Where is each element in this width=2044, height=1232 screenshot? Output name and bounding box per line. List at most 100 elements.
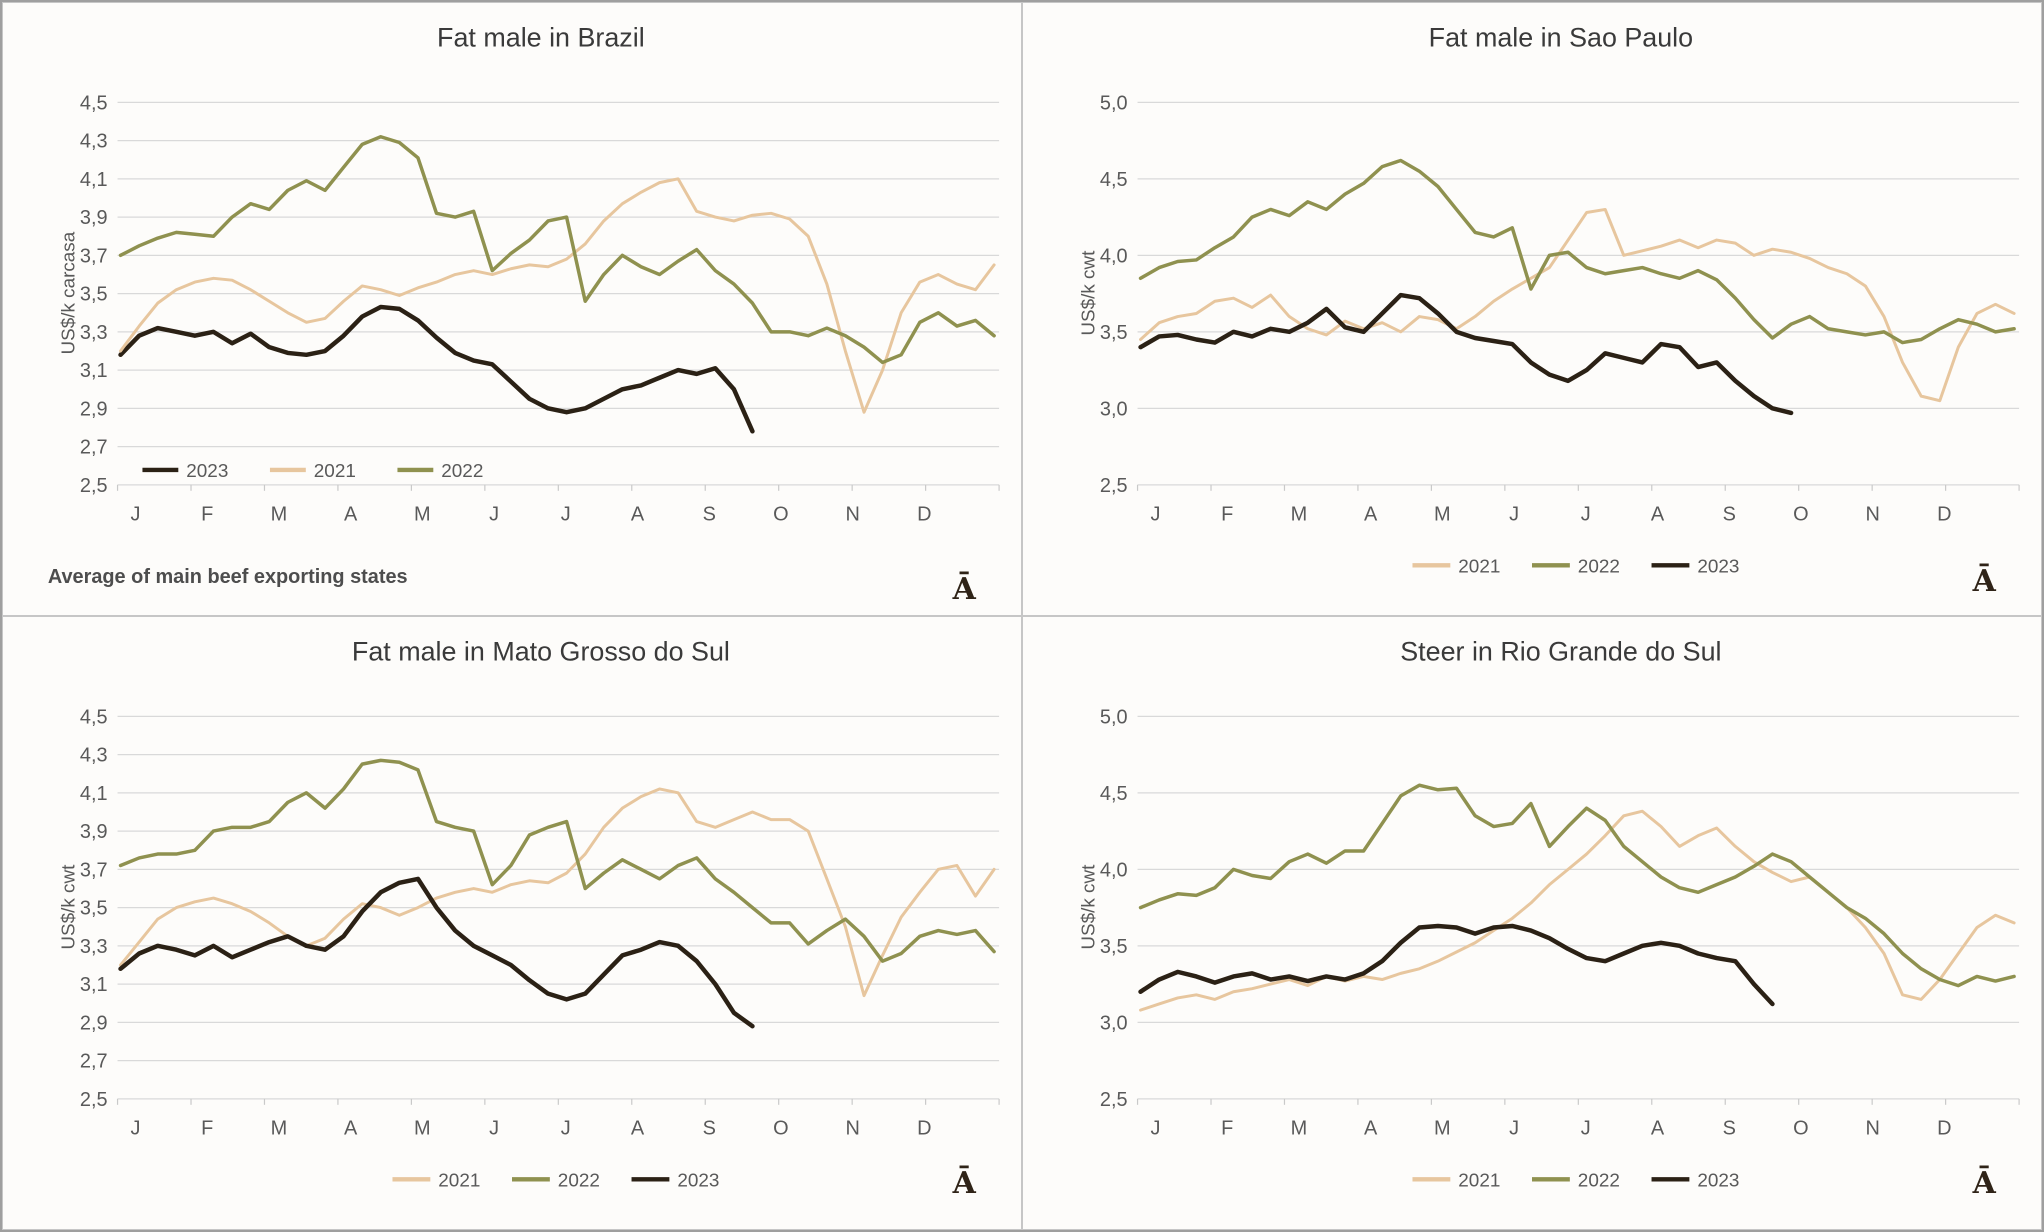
y-tick-label: 3,7: [80, 245, 108, 267]
y-tick-label: 4,5: [80, 706, 108, 728]
logo-mark: Ā: [1972, 1165, 1997, 1201]
y-tick-label: 3,1: [80, 360, 108, 382]
legend-label-2022: 2022: [558, 1170, 600, 1191]
legend-label-2023: 2023: [1697, 1170, 1739, 1191]
y-tick-label: 4,5: [1100, 783, 1128, 805]
x-tick-label: A: [1364, 1118, 1378, 1140]
x-tick-label: J: [1151, 504, 1161, 526]
series-line-2023: [1138, 923, 1775, 1007]
x-tick-label: M: [1291, 504, 1308, 526]
chart-note: Average of main beef exporting states: [48, 566, 408, 588]
y-tick-label: 2,7: [80, 437, 108, 459]
x-tick-label: F: [1221, 504, 1233, 526]
legend-label-2023: 2023: [186, 461, 228, 482]
series-line-2022: [1138, 783, 2016, 988]
y-tick-label: 4,3: [80, 131, 108, 153]
x-tick-label: M: [1434, 504, 1451, 526]
chart-panel-sao-paulo: Fat male in Sao Paulo 5,0 4,5 4,0 3,5 3,0 2,5 J…: [1022, 2, 2042, 616]
x-tick-label: N: [1865, 504, 1879, 526]
series-line-2021: [1139, 809, 2016, 1012]
x-tick-label: S: [703, 1118, 716, 1140]
x-tick-label: S: [1723, 504, 1736, 526]
x-tick-label: S: [1723, 1118, 1736, 1140]
x-tick-label: J: [131, 1118, 141, 1140]
x-tick-label: O: [1793, 504, 1808, 526]
x-tick-label: J: [1581, 1118, 1591, 1140]
series-line-2023: [118, 304, 755, 434]
y-axis-label: US$/k cwt: [1079, 864, 1100, 950]
x-tick-label: M: [1434, 1118, 1451, 1140]
chart-title: Fat male in Brazil: [437, 23, 645, 53]
x-tick-label: O: [1793, 1118, 1808, 1140]
y-tick-label: 3,9: [80, 821, 108, 843]
x-tick-label: A: [1651, 1118, 1665, 1140]
y-tick-label: 4,0: [1100, 859, 1128, 881]
y-tick-label: 4,3: [80, 745, 108, 767]
x-tick-label: O: [773, 504, 788, 526]
chart-title: Fat male in Sao Paulo: [1429, 23, 1693, 53]
y-tick-label: 2,9: [80, 398, 108, 420]
legend-label-2021: 2021: [1458, 556, 1500, 577]
y-axis-label: US$/k cwt: [59, 864, 80, 950]
y-tick-label: 2,9: [80, 1012, 108, 1034]
mato-grosso-do-sul-chart: Fat male in Mato Grosso do Sul 4,5 4,3 4,1 3…: [59, 637, 1000, 1201]
y-tick-label: 2,5: [1100, 475, 1128, 497]
sao-paulo-chart: Fat male in Sao Paulo 5,0 4,5 4,0 3,5 3,0 2,5 J…: [1079, 23, 2020, 599]
y-tick-label: 2,5: [80, 1089, 108, 1111]
x-tick-label: A: [631, 504, 645, 526]
x-tick-label: A: [1364, 504, 1378, 526]
x-tick-label: N: [845, 1118, 859, 1140]
series-line-2023: [118, 876, 755, 1029]
legend-label-2022: 2022: [441, 461, 483, 482]
x-tick-label: A: [631, 1118, 645, 1140]
x-tick-label: J: [131, 504, 141, 526]
x-tick-label: J: [1509, 1118, 1519, 1140]
x-tick-label: N: [845, 504, 859, 526]
x-tick-label: J: [1509, 504, 1519, 526]
y-tick-label: 4,1: [80, 783, 108, 805]
y-tick-label: 2,5: [1100, 1089, 1128, 1111]
x-tick-label: M: [1291, 1118, 1308, 1140]
y-tick-label: 3,5: [80, 284, 108, 306]
y-tick-label: 3,5: [1100, 936, 1128, 958]
y-tick-label: 4,5: [80, 92, 108, 114]
x-tick-label: F: [201, 1118, 213, 1140]
x-tick-label: D: [1937, 504, 1951, 526]
legend-label-2021: 2021: [438, 1170, 480, 1191]
x-tick-label: D: [917, 1118, 931, 1140]
y-axis-label: US$/k cwt: [1079, 250, 1100, 336]
legend-label-2021: 2021: [314, 461, 356, 482]
y-tick-label: 4,5: [1100, 169, 1128, 191]
x-tick-label: O: [773, 1118, 788, 1140]
y-tick-label: 3,9: [80, 207, 108, 229]
series-line-2023: [1138, 292, 1794, 416]
legend-label-2021: 2021: [1458, 1170, 1500, 1191]
legend-label-2023: 2023: [677, 1170, 719, 1191]
x-tick-label: M: [414, 504, 431, 526]
logo-mark: Ā: [952, 571, 977, 607]
series-line-2022: [118, 758, 996, 963]
brazil-chart: Fat male in Brazil 4,5 4,3 4,1 3,9 3,7 3,5 3,3 3…: [48, 23, 1000, 607]
series-line-2021: [1139, 207, 2016, 403]
x-tick-label: S: [703, 504, 716, 526]
x-tick-label: J: [1581, 504, 1591, 526]
y-tick-label: 4,1: [80, 169, 108, 191]
x-tick-label: F: [1221, 1118, 1233, 1140]
legend-label-2023: 2023: [1697, 556, 1739, 577]
x-tick-label: A: [344, 504, 358, 526]
y-tick-label: 3,7: [80, 859, 108, 881]
logo-mark: Ā: [952, 1165, 977, 1201]
chart-title: Fat male in Mato Grosso do Sul: [352, 637, 730, 667]
x-tick-label: D: [1937, 1118, 1951, 1140]
chart-panel-mato-grosso-do-sul: Fat male in Mato Grosso do Sul 4,5 4,3 4,1 3…: [2, 616, 1022, 1230]
y-axis-label: US$/k carcasa: [59, 231, 80, 354]
x-tick-label: J: [561, 1118, 571, 1140]
x-tick-label: A: [344, 1118, 358, 1140]
x-tick-label: J: [489, 504, 499, 526]
x-tick-label: F: [201, 504, 213, 526]
y-tick-label: 3,5: [1100, 322, 1128, 344]
chart-panel-brazil: Fat male in Brazil 4,5 4,3 4,1 3,9 3,7 3,5 3,3 3…: [2, 2, 1022, 616]
y-tick-label: 3,1: [80, 974, 108, 996]
x-tick-label: A: [1651, 504, 1665, 526]
